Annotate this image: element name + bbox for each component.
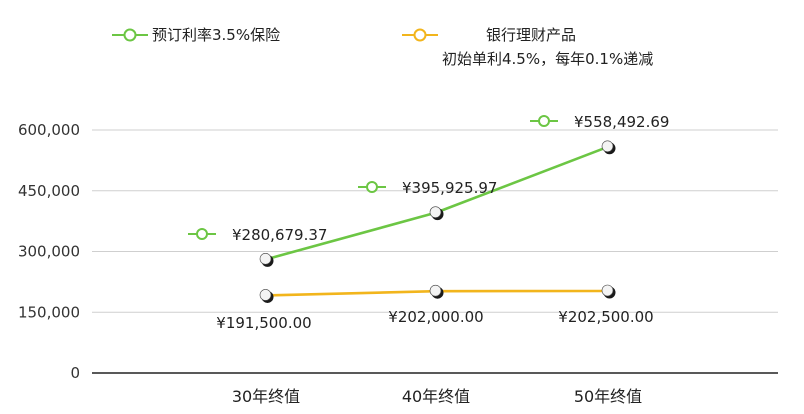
- legend-label: 银行理财产品: [486, 26, 576, 44]
- series-group: ¥280,679.37 ¥395,925.97 ¥558,492.69 ¥191,50…: [188, 113, 669, 332]
- data-label-marker: [196, 228, 208, 240]
- legend-marker: [123, 28, 137, 42]
- data-label: ¥202,000.00: [388, 308, 483, 326]
- y-axis: 0 150,000 300,000 450,000 600,000: [18, 121, 80, 382]
- legend-marker: [413, 28, 427, 42]
- y-tick-label: 150,000: [18, 303, 80, 321]
- data-label-marker: [538, 115, 550, 127]
- y-tick-label: 300,000: [18, 243, 80, 261]
- data-label: ¥395,925.97: [402, 179, 497, 197]
- data-label: ¥191,500.00: [216, 314, 311, 332]
- y-tick-label: 450,000: [18, 182, 80, 200]
- data-label: ¥280,679.37: [232, 226, 327, 244]
- data-point: [259, 289, 272, 301]
- legend-label: 预订利率3.5%保险: [152, 26, 280, 44]
- legend-label-line2: 初始单利4.5%，每年0.1%递减: [442, 50, 653, 68]
- x-tick-label: 30年终值: [232, 387, 300, 406]
- x-tick-label: 50年终值: [574, 387, 642, 406]
- data-point: [259, 253, 272, 265]
- grid-lines: [92, 129, 778, 313]
- x-axis: 30年终值 40年终值 50年终值: [92, 372, 778, 406]
- y-tick-label: 600,000: [18, 121, 80, 139]
- y-tick-label: 0: [70, 364, 80, 382]
- data-point: [601, 284, 614, 297]
- data-label: ¥202,500.00: [558, 308, 653, 326]
- data-label-marker: [366, 181, 378, 193]
- data-point: [601, 140, 614, 153]
- data-point: [429, 206, 442, 218]
- data-point: [429, 284, 442, 297]
- x-tick-label: 40年终值: [402, 387, 470, 406]
- data-label: ¥558,492.69: [574, 113, 669, 131]
